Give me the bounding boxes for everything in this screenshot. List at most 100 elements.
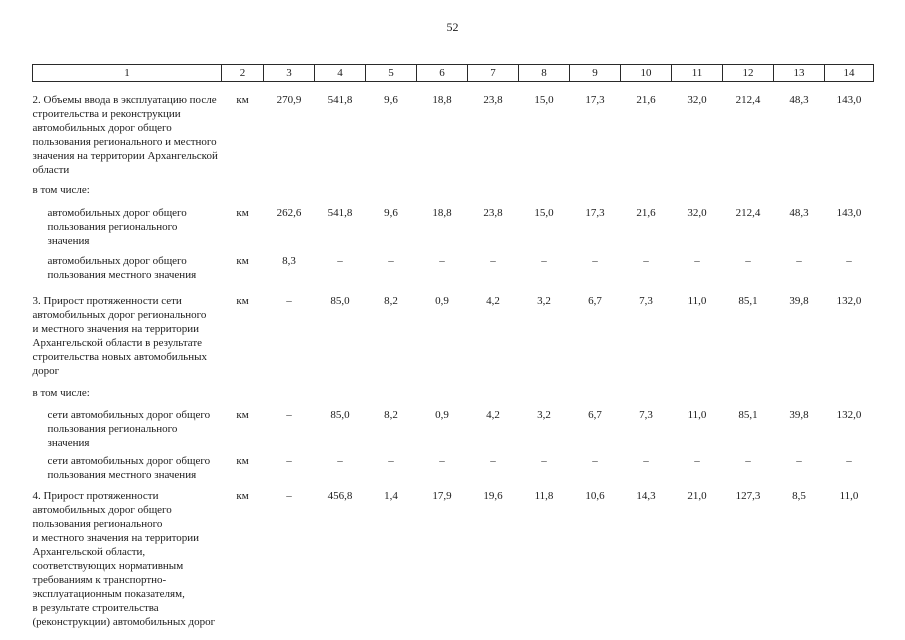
value-cell: – (337, 455, 343, 467)
value-cell (315, 177, 366, 197)
value-cell (774, 177, 825, 197)
row-label: автомобильных дорог общего пользования р… (47, 207, 187, 247)
value-cell: 541,8 (327, 94, 353, 106)
header-cell: 12 (722, 64, 774, 82)
row-label: автомобильных дорог общего пользования м… (47, 255, 197, 281)
value-cell: – (592, 455, 598, 467)
unit-cell: км (236, 255, 249, 267)
header-cell: 5 (365, 64, 417, 82)
value-cell: – (286, 455, 292, 467)
value-cell: 48,3 (789, 207, 809, 219)
table-row: автомобильных дорог общего пользования р… (33, 197, 874, 248)
value-cell: 85,1 (738, 409, 758, 421)
table-row: 2. Объемы ввода в эксплуатацию после стр… (33, 82, 874, 178)
value-cell (519, 378, 570, 400)
value-cell: – (745, 455, 751, 467)
header-cell: 13 (773, 64, 825, 82)
value-cell: 23,8 (483, 207, 503, 219)
row-label: 2. Объемы ввода в эксплуатацию после стр… (32, 94, 218, 176)
value-cell: 32,0 (687, 94, 707, 106)
row-label: 4. Прирост протяженности автомобильных д… (32, 490, 216, 628)
header-cell: 14 (824, 64, 874, 82)
value-cell (264, 177, 315, 197)
value-cell: 212,4 (735, 94, 761, 106)
value-cell (468, 378, 519, 400)
table-row: автомобильных дорог общего пользования м… (33, 248, 874, 282)
header-cell: 11 (671, 64, 723, 82)
value-cell: – (286, 295, 292, 307)
value-cell: 127,3 (735, 490, 761, 502)
value-cell: 6,7 (588, 409, 602, 421)
value-cell: 11,0 (687, 295, 707, 307)
row-label: сети автомобильных дорог общего пользова… (47, 455, 211, 481)
value-cell: 456,8 (327, 490, 353, 502)
unit-cell (222, 177, 264, 197)
value-cell (570, 177, 621, 197)
value-cell: – (388, 255, 394, 267)
value-cell (417, 378, 468, 400)
unit-cell: км (236, 409, 249, 421)
table-header: 1 2 3 4 5 6 7 8 9 10 11 12 13 14 (32, 64, 874, 82)
value-cell (825, 177, 874, 197)
value-cell: – (846, 455, 852, 467)
value-cell: 39,8 (789, 295, 809, 307)
value-cell: 18,8 (432, 94, 452, 106)
value-cell: 15,0 (534, 94, 554, 106)
value-cell (570, 378, 621, 400)
value-cell: 14,3 (636, 490, 656, 502)
value-cell: – (388, 455, 394, 467)
row-label: 3. Прирост протяженности сети автомобиль… (32, 295, 207, 377)
value-cell: 8,3 (282, 255, 296, 267)
value-cell: – (439, 455, 445, 467)
value-cell: 23,8 (483, 94, 503, 106)
value-cell (825, 378, 874, 400)
value-cell (672, 177, 723, 197)
table-header-row: 1 2 3 4 5 6 7 8 9 10 11 12 13 14 (32, 64, 874, 82)
value-cell: – (694, 255, 700, 267)
value-cell: 15,0 (534, 207, 554, 219)
value-cell: 39,8 (789, 409, 809, 421)
value-cell: 21,6 (636, 94, 656, 106)
value-cell: 8,5 (792, 490, 806, 502)
value-cell: 17,3 (585, 94, 605, 106)
value-cell: 85,0 (330, 409, 350, 421)
value-cell: 132,0 (836, 409, 862, 421)
value-cell: – (643, 255, 649, 267)
value-cell: 4,2 (486, 295, 500, 307)
value-cell: – (286, 490, 292, 502)
value-cell: 85,0 (330, 295, 350, 307)
value-cell: – (286, 409, 292, 421)
value-cell (366, 177, 417, 197)
value-cell (264, 378, 315, 400)
value-cell: 212,4 (735, 207, 761, 219)
value-cell: 17,3 (585, 207, 605, 219)
row-label: в том числе: (32, 387, 90, 399)
value-cell: 19,6 (483, 490, 503, 502)
value-cell (621, 177, 672, 197)
value-cell: 32,0 (687, 207, 707, 219)
value-cell: – (745, 255, 751, 267)
unit-cell: км (236, 94, 249, 106)
value-cell: 3,2 (537, 409, 551, 421)
value-cell (774, 378, 825, 400)
value-cell: 4,2 (486, 409, 500, 421)
value-cell: 541,8 (327, 207, 353, 219)
value-cell (366, 378, 417, 400)
value-cell: – (592, 255, 598, 267)
indicators-table: 1 2 3 4 5 6 7 8 9 10 11 12 13 14 2. Объе… (32, 64, 874, 629)
value-cell: 262,6 (276, 207, 302, 219)
table-row: 4. Прирост протяженности автомобильных д… (33, 482, 874, 629)
value-cell: 11,0 (839, 490, 859, 502)
value-cell: 6,7 (588, 295, 602, 307)
value-cell: 21,6 (636, 207, 656, 219)
value-cell: 21,0 (687, 490, 707, 502)
value-cell: 9,6 (384, 94, 398, 106)
unit-cell (222, 378, 264, 400)
header-cell: 4 (314, 64, 366, 82)
header-cell: 10 (620, 64, 672, 82)
value-cell (519, 177, 570, 197)
value-cell: 17,9 (432, 490, 452, 502)
value-cell: 7,3 (639, 409, 653, 421)
value-cell: 10,6 (585, 490, 605, 502)
value-cell: – (490, 455, 496, 467)
